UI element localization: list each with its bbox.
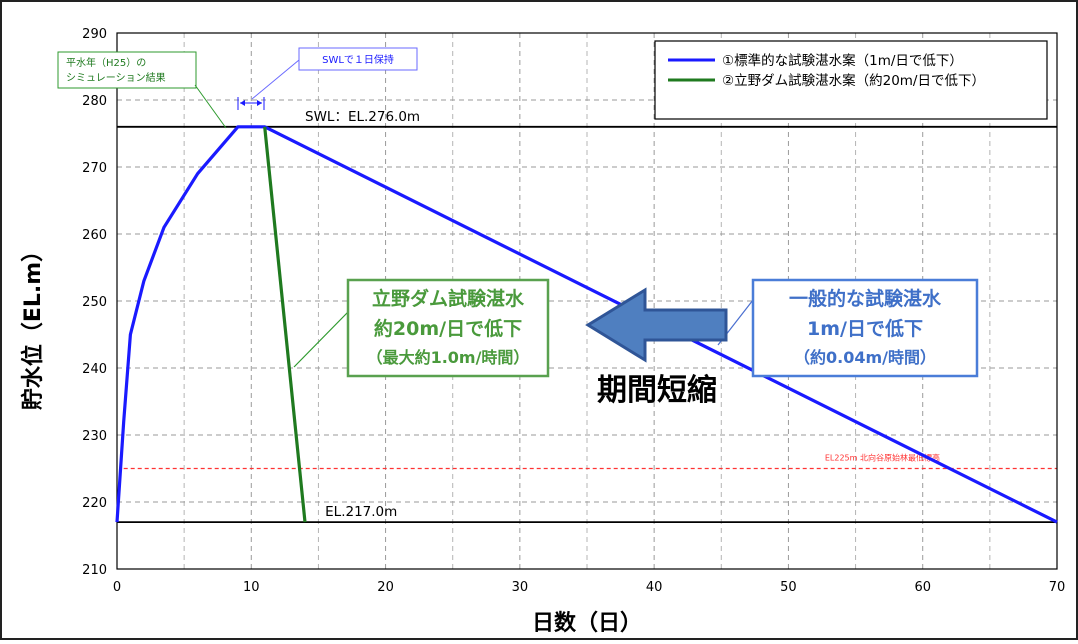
y-tick-label: 260: [82, 228, 107, 243]
reference-lines: SWL：EL.276.0m EL.217.0m EL225m 北向谷原始林最低標高: [117, 109, 1057, 523]
shortening-arrow: [585, 287, 728, 363]
tateno-callout-leader: [293, 311, 349, 368]
simulation-note: 平水年（H25）の シミュレーション結果: [57, 51, 227, 129]
y-tick-label: 210: [82, 563, 107, 578]
series-line-2: [263, 126, 307, 523]
general-callout: 一般的な試験湛水 1m/日で低下 （約0.04m/時間）: [717, 278, 979, 378]
simulation-note-line-1: 平水年（H25）の: [66, 56, 146, 69]
plot-area-frame: [116, 32, 1058, 570]
legend-box: [654, 40, 1048, 120]
y-tick-label: 220: [82, 496, 107, 511]
x-tick-label: 0: [113, 580, 121, 595]
y-tick-label: 250: [82, 295, 107, 310]
reference-line-label-1: SWL：EL.276.0m: [305, 109, 420, 125]
series-layer: [115, 125, 1058, 524]
y-axis-title: 貯水位（EL.m）: [20, 240, 46, 410]
shortening-arrow-shape: [585, 287, 728, 363]
swl-hold-box: [298, 47, 418, 71]
y-tick-label: 290: [82, 27, 107, 42]
x-axis-title: 日数（日）: [532, 610, 642, 636]
swl-hold-arrowhead-right: [257, 100, 262, 106]
x-tick-label: 40: [646, 580, 663, 595]
swl-hold-label: SWLで１日保持: [322, 53, 394, 66]
x-tick-label: 60: [914, 580, 931, 595]
x-tick-label: 30: [512, 580, 529, 595]
swl-hold-note: SWLで１日保持: [237, 47, 418, 110]
x-tick-label: 10: [243, 580, 260, 595]
general-callout-line-2: 1m/日で低下: [807, 317, 923, 340]
y-tick-label: 230: [82, 429, 107, 444]
swl-hold-arrowhead-left: [240, 100, 245, 106]
y-tick-label: 280: [82, 94, 107, 109]
simulation-note-line-2: シミュレーション結果: [66, 71, 166, 84]
tateno-callout-line-2: 約20m/日で低下: [374, 317, 522, 340]
reference-line-label-3: EL225m 北向谷原始林最低標高: [825, 453, 940, 463]
simulation-note-leader: [194, 84, 227, 129]
tick-labels: 0 10 20 30 40 50 60 70 210 220 230 240 250 260 270 280 2…: [82, 27, 1065, 595]
legend: ①標準的な試験湛水案（1m/日で低下） ②立野ダム試験湛水案（約20m/日で低下…: [654, 40, 1048, 120]
general-callout-line-3: （約0.04m/時間）: [794, 348, 936, 367]
legend-label-series-2: ②立野ダム試験湛水案（約20m/日で低下）: [722, 72, 985, 89]
series-line-1: [115, 125, 1058, 524]
y-tick-label: 270: [82, 161, 107, 176]
tateno-callout-box: [346, 278, 550, 378]
y-tick-label: 240: [82, 362, 107, 377]
simulation-note-box: [57, 51, 197, 89]
legend-label-series-1: ①標準的な試験湛水案（1m/日で低下）: [722, 52, 963, 69]
general-callout-line-1: 一般的な試験湛水: [789, 287, 942, 310]
general-callout-box: [751, 278, 979, 378]
x-tick-label: 70: [1049, 580, 1066, 595]
reference-line-label-2: EL.217.0m: [325, 504, 397, 520]
plot-frame: [116, 32, 1058, 570]
x-tick-label: 20: [377, 580, 394, 595]
tateno-callout: 立野ダム試験湛水 約20m/日で低下 （最大約1.0m/時間）: [293, 278, 550, 378]
swl-hold-leader: [251, 59, 300, 100]
x-tick-label: 50: [780, 580, 797, 595]
tateno-callout-line-3: （最大約1.0m/時間）: [367, 348, 530, 367]
shortening-label: 期間短縮: [597, 373, 717, 408]
tateno-callout-line-1: 立野ダム試験湛水: [372, 287, 525, 310]
